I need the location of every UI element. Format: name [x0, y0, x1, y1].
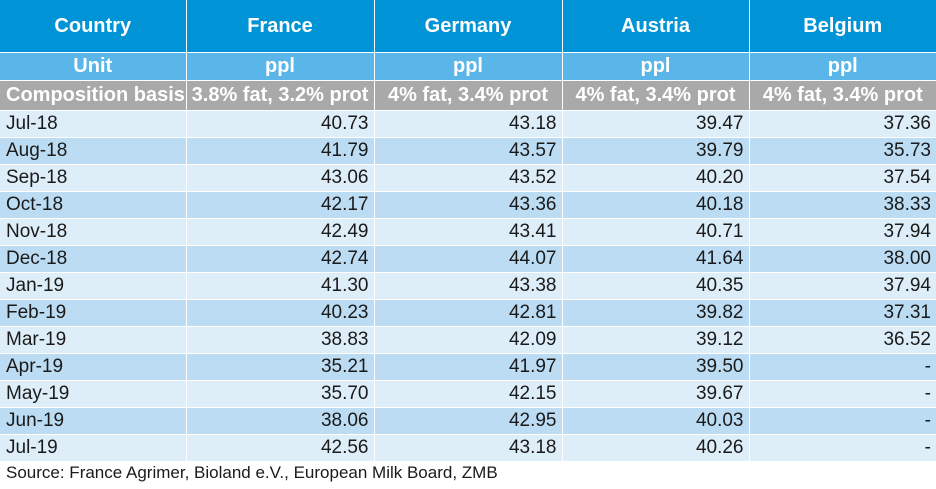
price-cell: -: [749, 407, 936, 435]
price-cell: 40.71: [562, 218, 750, 246]
table-row: Apr-19 35.21 41.97 39.50-: [0, 353, 936, 381]
table-row: Aug-18 41.79 43.57 39.79 35.73: [0, 137, 936, 165]
price-cell: 40.23: [186, 299, 375, 327]
unit-header-row: Unit ppl ppl ppl ppl: [0, 52, 936, 81]
month-cell: Apr-19: [0, 353, 187, 381]
basis-cell: 4% fat, 3.4% prot: [562, 80, 750, 111]
price-cell: 35.73: [749, 137, 936, 165]
price-cell: 38.33: [749, 191, 936, 219]
price-cell: 42.95: [374, 407, 563, 435]
price-cell: 43.36: [374, 191, 563, 219]
price-cell: 42.15: [374, 380, 563, 408]
price-cell: 41.64: [562, 245, 750, 273]
price-cell: 42.56: [186, 434, 375, 462]
table-row: Oct-18 42.17 43.36 40.18 38.33: [0, 191, 936, 219]
month-cell: Feb-19: [0, 299, 187, 327]
basis-cell: 4% fat, 3.4% prot: [749, 80, 936, 111]
basis-cell: 4% fat, 3.4% prot: [374, 80, 563, 111]
price-cell: 40.03: [562, 407, 750, 435]
table-row: Mar-19 38.83 42.09 39.12 36.52: [0, 326, 936, 354]
price-cell: -: [749, 380, 936, 408]
price-cell: 40.20: [562, 164, 750, 192]
month-cell: Jul-19: [0, 434, 187, 462]
table-row: Nov-18 42.49 43.41 40.71 37.94: [0, 218, 936, 246]
price-cell: 39.67: [562, 380, 750, 408]
source-note: Source: France Agrimer, Bioland e.V., Eu…: [6, 463, 498, 482]
price-cell: 43.41: [374, 218, 563, 246]
price-cell: 38.83: [186, 326, 375, 354]
price-cell: 38.00: [749, 245, 936, 273]
price-cell: 37.54: [749, 164, 936, 192]
table-row: Jul-19 42.56 43.18 40.26-: [0, 434, 936, 462]
table-row: Dec-18 42.74 44.07 41.64 38.00: [0, 245, 936, 273]
price-cell: 37.94: [749, 218, 936, 246]
price-cell: 43.06: [186, 164, 375, 192]
price-cell: 39.12: [562, 326, 750, 354]
price-cell: 43.18: [374, 434, 563, 462]
price-cell: 38.06: [186, 407, 375, 435]
price-cell: 40.73: [186, 110, 375, 138]
price-cell: 37.36: [749, 110, 936, 138]
basis-cell: 3.8% fat, 3.2% prot: [186, 80, 375, 111]
unit-cell: ppl: [562, 52, 750, 81]
table-row: Sep-18 43.06 43.52 40.20 37.54: [0, 164, 936, 192]
price-cell: 44.07: [374, 245, 563, 273]
price-cell: 42.49: [186, 218, 375, 246]
price-cell: 42.17: [186, 191, 375, 219]
price-cell: -: [749, 353, 936, 381]
price-cell: 43.57: [374, 137, 563, 165]
month-cell: Jan-19: [0, 272, 187, 300]
price-cell: 35.70: [186, 380, 375, 408]
table-row: Jan-19 41.30 43.38 40.35 37.94: [0, 272, 936, 300]
price-cell: 39.79: [562, 137, 750, 165]
price-cell: 41.79: [186, 137, 375, 165]
month-cell: Mar-19: [0, 326, 187, 354]
unit-cell: ppl: [186, 52, 375, 81]
price-cell: 37.31: [749, 299, 936, 327]
month-cell: Dec-18: [0, 245, 187, 273]
month-cell: Jul-18: [0, 110, 187, 138]
price-cell: 39.50: [562, 353, 750, 381]
price-cell: 43.52: [374, 164, 563, 192]
table-row: Feb-19 40.23 42.81 39.82 37.31: [0, 299, 936, 327]
price-cell: 42.09: [374, 326, 563, 354]
country-header-austria: Austria: [562, 0, 750, 53]
month-cell: Nov-18: [0, 218, 187, 246]
price-cell: 40.18: [562, 191, 750, 219]
price-cell: 37.94: [749, 272, 936, 300]
month-cell: May-19: [0, 380, 187, 408]
price-cell: -: [749, 434, 936, 462]
table-row: Jul-18 40.73 43.18 39.47 37.36: [0, 110, 936, 138]
table-row: May-19 35.70 42.15 39.67-: [0, 380, 936, 408]
price-cell: 40.26: [562, 434, 750, 462]
month-cell: Aug-18: [0, 137, 187, 165]
month-cell: Jun-19: [0, 407, 187, 435]
table-row: Jun-19 38.06 42.95 40.03-: [0, 407, 936, 435]
price-cell: 39.47: [562, 110, 750, 138]
basis-header-row: Composition basis 3.8% fat, 3.2% prot 4%…: [0, 80, 936, 111]
unit-cell: ppl: [749, 52, 936, 81]
basis-row-label: Composition basis: [0, 80, 187, 111]
price-cell: 41.30: [186, 272, 375, 300]
country-header-belgium: Belgium: [749, 0, 936, 53]
month-cell: Sep-18: [0, 164, 187, 192]
price-cell: 42.81: [374, 299, 563, 327]
price-cell: 35.21: [186, 353, 375, 381]
unit-row-label: Unit: [0, 52, 187, 81]
price-cell: 39.82: [562, 299, 750, 327]
price-cell: 36.52: [749, 326, 936, 354]
price-cell: 43.18: [374, 110, 563, 138]
unit-cell: ppl: [374, 52, 563, 81]
country-header-row: Country France Germany Austria Belgium: [0, 0, 936, 53]
price-cell: 40.35: [562, 272, 750, 300]
price-table-body: Jul-18 40.73 43.18 39.47 37.36 Aug-18 41.79 43.…: [0, 110, 936, 462]
country-column-label: Country: [0, 0, 187, 53]
price-cell: 43.38: [374, 272, 563, 300]
price-cell: 42.74: [186, 245, 375, 273]
milk-price-table: Country France Germany Austria Belgium U…: [0, 0, 936, 462]
country-header-germany: Germany: [374, 0, 563, 53]
price-cell: 41.97: [374, 353, 563, 381]
month-cell: Oct-18: [0, 191, 187, 219]
country-header-france: France: [186, 0, 375, 53]
